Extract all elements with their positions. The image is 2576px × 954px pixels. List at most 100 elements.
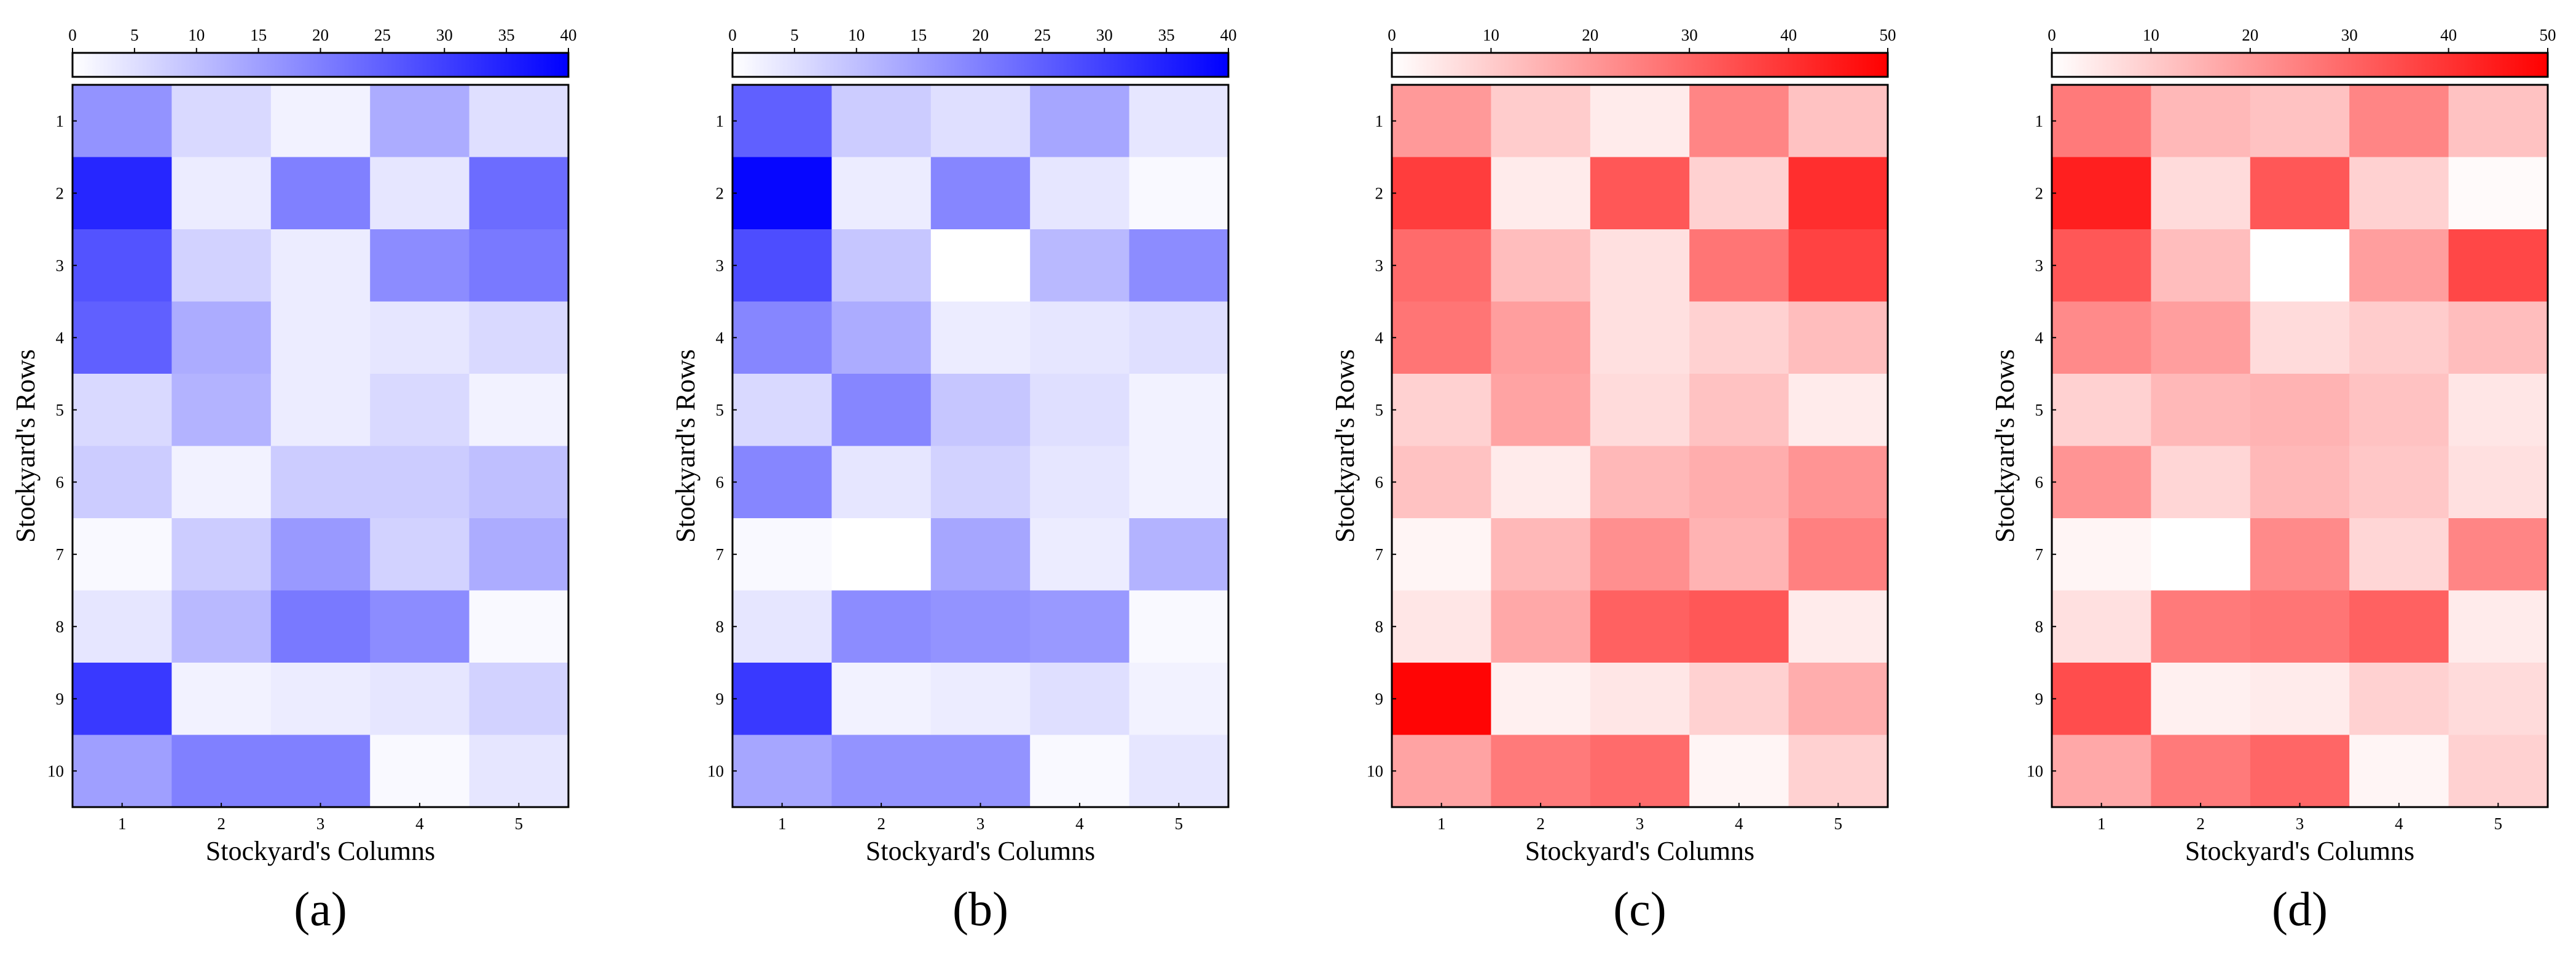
y-tick-label: 10: [707, 762, 724, 780]
heatmap-cell: [2349, 301, 2449, 374]
x-axis-label: Stockyard's Columns: [206, 836, 435, 866]
colorbar-tick-label: 10: [188, 26, 205, 44]
y-tick-label: 2: [716, 184, 724, 202]
heatmap-cell: [2250, 229, 2350, 302]
x-tick-label: 1: [1437, 814, 1446, 833]
heatmap-cell: [831, 229, 932, 302]
heatmap-cell: [930, 663, 1031, 735]
colorbar-tick-label: 10: [2143, 26, 2159, 44]
x-tick-label: 2: [2196, 814, 2205, 833]
y-tick-label: 10: [1367, 762, 1383, 780]
heatmap-cell: [2151, 157, 2251, 230]
heatmap-cell: [270, 85, 371, 157]
y-tick-label: 7: [1375, 545, 1384, 564]
heatmap-cell: [1689, 590, 1789, 663]
heatmap-cell: [1689, 301, 1789, 374]
heatmap-cell: [171, 663, 272, 735]
colorbar-tick-label: 15: [910, 26, 927, 44]
x-tick-label: 5: [1834, 814, 1843, 833]
x-tick-label: 3: [2296, 814, 2304, 833]
heatmap-cell: [370, 229, 470, 302]
y-tick-label: 8: [1375, 617, 1384, 636]
heatmap-cell: [1491, 157, 1591, 230]
heatmap-cell: [831, 301, 932, 374]
heatmap-cell: [1129, 735, 1229, 808]
colorbar: [73, 53, 568, 77]
heatmap-cell: [2151, 590, 2251, 663]
colorbar-tick-label: 5: [130, 26, 139, 44]
heatmap-cell: [2250, 85, 2350, 157]
colorbar-tick-label: 20: [1582, 26, 1598, 44]
heatmap-cell: [2052, 374, 2151, 446]
heatmap-cell: [1129, 518, 1229, 591]
heatmap-cell: [1129, 663, 1229, 735]
heatmap-cell: [2349, 735, 2449, 808]
colorbar-tick-label: 40: [2440, 26, 2457, 44]
heatmap-cell: [2349, 85, 2449, 157]
heatmap-cell: [2349, 446, 2449, 519]
heatmap-cell: [1590, 735, 1690, 808]
heatmap-cell: [1491, 85, 1591, 157]
heatmap-cell: [469, 229, 569, 302]
y-tick-label: 4: [2035, 328, 2044, 347]
heatmap-cell: [73, 157, 172, 230]
heatmap-cell: [1030, 735, 1130, 808]
heatmap-cell: [1788, 229, 1888, 302]
heatmap-cell: [1491, 590, 1591, 663]
heatmap-cell: [2052, 590, 2151, 663]
colorbar-frame: [1391, 52, 1889, 78]
heatmap-cell: [1392, 446, 1491, 519]
heatmap-cell: [1392, 157, 1491, 230]
panel-label: (b): [952, 882, 1008, 936]
heatmap-cell: [171, 85, 272, 157]
colorbar-tick-label: 50: [1880, 26, 1896, 44]
colorbar-tick-label: 25: [374, 26, 391, 44]
heatmap-cell: [1030, 229, 1130, 302]
y-tick-label: 9: [716, 690, 724, 708]
heatmap-cell: [1689, 374, 1789, 446]
heatmap-cell: [1689, 735, 1789, 808]
heatmap-cell: [1392, 518, 1491, 591]
heatmap-cell: [1590, 374, 1690, 446]
colorbar-tick-label: 0: [2048, 26, 2056, 44]
x-tick-label: 4: [1075, 814, 1084, 833]
y-tick-label: 6: [1375, 473, 1384, 491]
heatmap-cell: [73, 446, 172, 519]
heatmap-cell: [1788, 85, 1888, 157]
heatmap-cell: [270, 446, 371, 519]
y-tick-label: 8: [2035, 617, 2044, 636]
y-tick-label: 6: [56, 473, 65, 491]
heatmap-cell: [73, 374, 172, 446]
y-tick-label: 2: [2035, 184, 2044, 202]
heatmap-cell: [1129, 590, 1229, 663]
heatmap-cell: [1392, 735, 1491, 808]
heatmap-cell: [469, 85, 569, 157]
heatmap-cell: [370, 518, 470, 591]
x-tick-label: 5: [1175, 814, 1184, 833]
y-tick-label: 1: [2035, 112, 2044, 130]
colorbar-tick-label: 40: [560, 26, 577, 44]
heatmap-cell: [1491, 518, 1591, 591]
y-axis-label: Stockyard's Rows: [670, 349, 701, 543]
heatmap-cell: [2250, 374, 2350, 446]
heatmap-cell: [1030, 374, 1130, 446]
heatmap-cell: [270, 301, 371, 374]
y-tick-label: 9: [2035, 690, 2044, 708]
heatmap-cell: [2151, 735, 2251, 808]
y-tick-label: 2: [1375, 184, 1384, 202]
heatmap-cell: [831, 590, 932, 663]
heatmap-cell: [2151, 229, 2251, 302]
x-tick-label: 2: [1536, 814, 1545, 833]
colorbar-tick-label: 10: [1483, 26, 1499, 44]
heatmap-cell: [2052, 663, 2151, 735]
y-tick-label: 8: [56, 617, 65, 636]
heatmap-cell: [2250, 157, 2350, 230]
y-tick-label: 3: [1375, 256, 1384, 275]
y-tick-label: 7: [56, 545, 65, 564]
x-tick-label: 4: [1735, 814, 1743, 833]
heatmap-cell: [73, 301, 172, 374]
heatmap-cell: [1129, 374, 1229, 446]
colorbar-tick-label: 25: [1034, 26, 1051, 44]
heatmap-cell: [2448, 301, 2548, 374]
colorbar-tick-label: 0: [68, 26, 77, 44]
